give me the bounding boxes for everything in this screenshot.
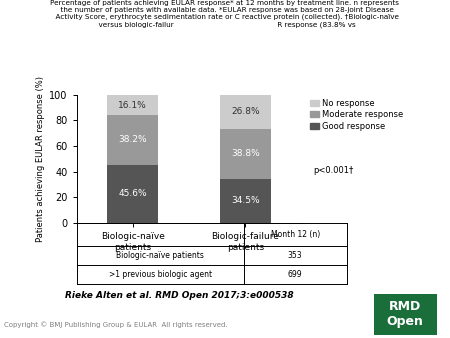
Text: 34.5%: 34.5% (231, 196, 260, 206)
Bar (220, 129, 270, 179)
Text: 16.1%: 16.1% (118, 101, 147, 110)
Text: 26.8%: 26.8% (231, 107, 260, 116)
Text: 38.2%: 38.2% (118, 136, 147, 144)
Text: 38.8%: 38.8% (231, 149, 260, 158)
Bar (108, 95, 158, 116)
Text: p<0.001†: p<0.001† (313, 166, 353, 175)
Text: 353: 353 (288, 251, 302, 260)
Text: 45.6%: 45.6% (118, 189, 147, 198)
Bar (220, 95, 270, 129)
Text: Copyright © BMJ Publishing Group & EULAR  All rights reserved.: Copyright © BMJ Publishing Group & EULAR… (4, 321, 228, 328)
Text: Month 12 (n): Month 12 (n) (270, 230, 320, 239)
Text: Biologic-naïve patients: Biologic-naïve patients (116, 251, 204, 260)
Text: >1 previous biologic agent: >1 previous biologic agent (108, 270, 212, 279)
Legend: No response, Moderate response, Good response: No response, Moderate response, Good res… (310, 99, 403, 131)
Text: 699: 699 (288, 270, 302, 279)
Bar (108, 165, 158, 223)
Text: Percentage of patients achieving EULAR response* at 12 months by treatment line.: Percentage of patients achieving EULAR r… (50, 0, 400, 28)
Bar (108, 116, 158, 165)
Text: RMD
Open: RMD Open (387, 300, 423, 328)
Y-axis label: Patients achieving EULAR response (%): Patients achieving EULAR response (%) (36, 76, 45, 242)
Bar (220, 179, 270, 223)
Text: Rieke Alten et al. RMD Open 2017;3:e000538: Rieke Alten et al. RMD Open 2017;3:e0005… (65, 291, 294, 300)
